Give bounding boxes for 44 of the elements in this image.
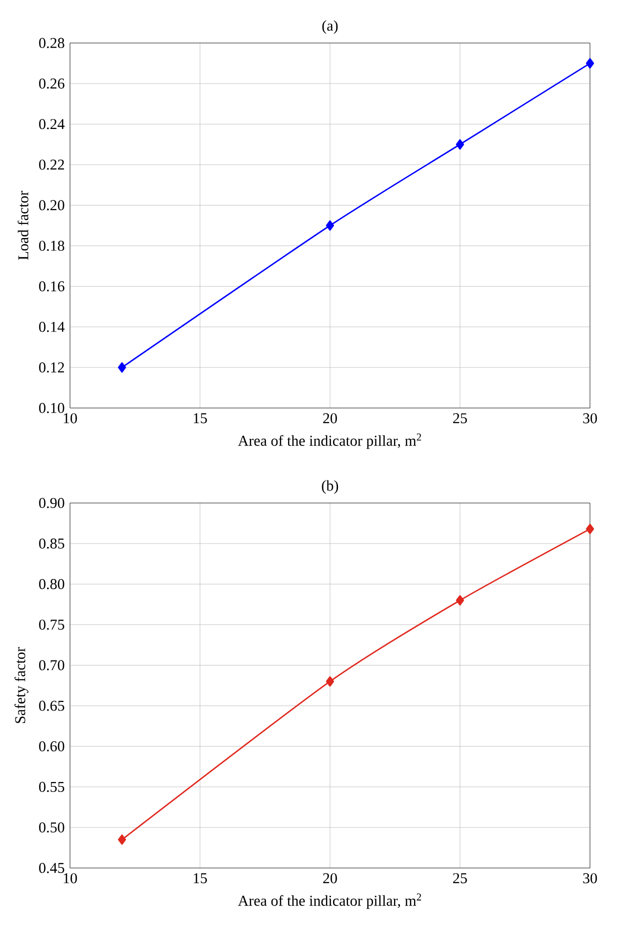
y-tick-label: 0.18 <box>39 240 64 251</box>
y-tick-label: 0.80 <box>39 579 64 590</box>
x-tick-label: 15 <box>194 873 207 884</box>
point <box>118 362 126 373</box>
chart-title: (b) <box>322 480 338 494</box>
point <box>586 58 594 68</box>
x-tick-label: 25 <box>453 873 467 884</box>
y-tick-label: 0.85 <box>39 538 64 549</box>
point <box>456 139 464 150</box>
x-tick-label: 20 <box>323 873 337 884</box>
y-tick-label: 0.16 <box>39 281 64 292</box>
x-tick-label: 10 <box>64 413 77 424</box>
x-tick-label: 15 <box>194 413 207 424</box>
y-tick-label: 0.45 <box>39 862 64 874</box>
y-tick-label: 0.50 <box>39 822 64 833</box>
point <box>456 595 464 606</box>
x-tick-label: 10 <box>64 873 77 884</box>
y-tick-label: 0.60 <box>39 741 64 752</box>
y-tick-label: 0.14 <box>39 322 65 332</box>
chart-title: (a) <box>322 20 338 34</box>
y-tick-label: 0.10 <box>39 402 64 414</box>
y-axis-title: Load factor <box>18 190 28 260</box>
y-tick-label: 0.12 <box>39 362 64 373</box>
y-tick-label: 0.65 <box>39 700 64 711</box>
x-tick-label: 30 <box>583 413 597 424</box>
y-axis-title: Safety factor <box>14 647 28 724</box>
point <box>118 834 126 845</box>
y-tick-label: 0.26 <box>39 78 64 89</box>
y-tick-label: 0.22 <box>39 160 64 170</box>
y-tick-label: 0.90 <box>39 498 64 508</box>
y-tick-label: 0.28 <box>39 38 64 48</box>
point <box>326 676 334 687</box>
y-tick-label: 0.75 <box>39 620 64 630</box>
y-tick-label: 0.20 <box>39 200 64 210</box>
y-tick-label: 0.70 <box>39 660 64 670</box>
x-tick-label: 20 <box>323 413 337 424</box>
x-tick-label: 25 <box>453 413 467 424</box>
y-tick-label: 0.24 <box>39 119 65 130</box>
x-axis-title: Area of the indicator pillar, m$^{2}$ <box>238 434 422 449</box>
x-tick-label: 30 <box>583 873 597 884</box>
point <box>326 220 334 231</box>
y-tick-label: 0.55 <box>39 782 64 792</box>
x-axis-title: Area of the indicator pillar, m$^{2}$ <box>238 894 422 909</box>
point <box>586 524 594 534</box>
